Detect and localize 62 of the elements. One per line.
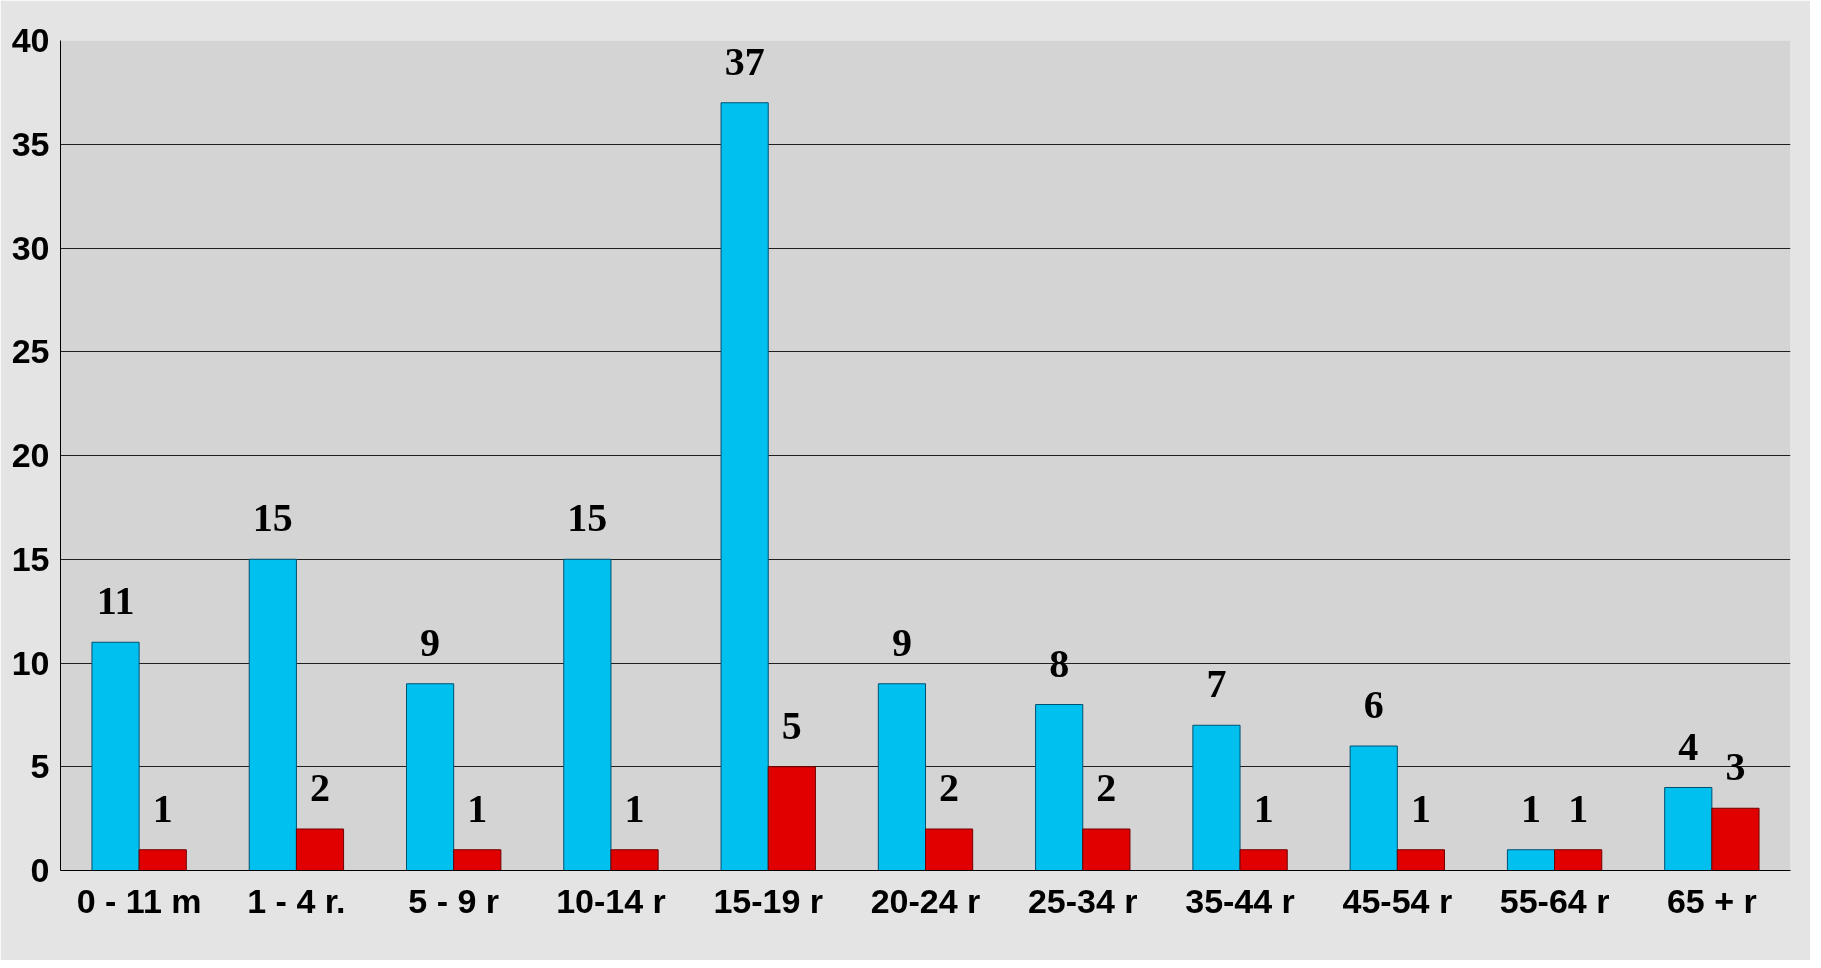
- data-label: 1: [152, 785, 173, 831]
- bar: [767, 766, 816, 871]
- data-label: 2: [939, 765, 960, 810]
- x-tick-label: 5 - 9 r: [408, 881, 500, 920]
- data-label: 1: [467, 785, 488, 831]
- bar: [91, 641, 140, 871]
- data-label: 1: [1410, 785, 1431, 831]
- bar: [720, 102, 769, 871]
- x-tick-label: 1 - 4 r.: [247, 881, 346, 920]
- data-label: 9: [420, 619, 441, 665]
- data-label: 2: [1096, 765, 1117, 810]
- bar: [1349, 745, 1398, 871]
- data-label: 37: [724, 38, 765, 84]
- bar: [1192, 724, 1241, 871]
- bar: [248, 558, 297, 871]
- bar: [1506, 849, 1556, 871]
- bar: [877, 683, 926, 871]
- y-tick-label: 5: [30, 747, 50, 786]
- data-label: 6: [1363, 682, 1384, 727]
- y-tick-label: 10: [11, 643, 50, 682]
- bar: [1664, 787, 1713, 871]
- y-tick-label: 30: [11, 228, 50, 267]
- bar: [295, 828, 345, 871]
- data-label: 1: [1568, 785, 1589, 831]
- data-label: 2: [310, 765, 330, 810]
- x-tick-label: 25-34 r: [1027, 881, 1138, 920]
- x-tick-label: 65 + r: [1666, 881, 1757, 920]
- bar: [1711, 807, 1760, 871]
- y-tick-label: 15: [11, 539, 50, 578]
- bar: [1082, 828, 1131, 871]
- data-label: 7: [1206, 661, 1227, 707]
- bar: [610, 849, 659, 871]
- bar: [925, 828, 974, 871]
- data-label: 1: [624, 785, 645, 831]
- bar: [406, 683, 455, 871]
- x-tick-label: 45-54 r: [1342, 881, 1453, 920]
- x-tick-label: 55-64 r: [1499, 881, 1610, 920]
- bar: [1035, 704, 1084, 871]
- data-label: 1: [1521, 785, 1541, 831]
- data-label: 9: [891, 619, 912, 665]
- data-label: 15: [567, 495, 608, 541]
- data-label: 11: [96, 578, 135, 624]
- y-tick-label: 35: [11, 124, 50, 163]
- data-label: 5: [781, 702, 802, 748]
- y-tick-label: 25: [11, 332, 50, 371]
- x-tick-label: 15-19 r: [713, 881, 824, 920]
- bar: [563, 558, 612, 871]
- bar: [1239, 849, 1288, 871]
- data-label: 15: [252, 495, 293, 541]
- data-label: 1: [1253, 785, 1274, 831]
- bar: [1396, 849, 1445, 871]
- x-tick-label: 10-14 r: [556, 881, 666, 920]
- x-tick-label: 20-24 r: [870, 881, 981, 920]
- y-tick-label: 0: [30, 851, 50, 889]
- data-label: 4: [1678, 723, 1699, 769]
- x-tick-label: 0 - 11 m: [76, 881, 202, 920]
- bar: [453, 849, 502, 871]
- x-tick-label: 35-44 r: [1185, 881, 1295, 920]
- bar: [1554, 849, 1603, 871]
- y-tick-label: 20: [11, 436, 50, 474]
- y-tick-label: 40: [11, 21, 50, 59]
- bar: [138, 849, 187, 871]
